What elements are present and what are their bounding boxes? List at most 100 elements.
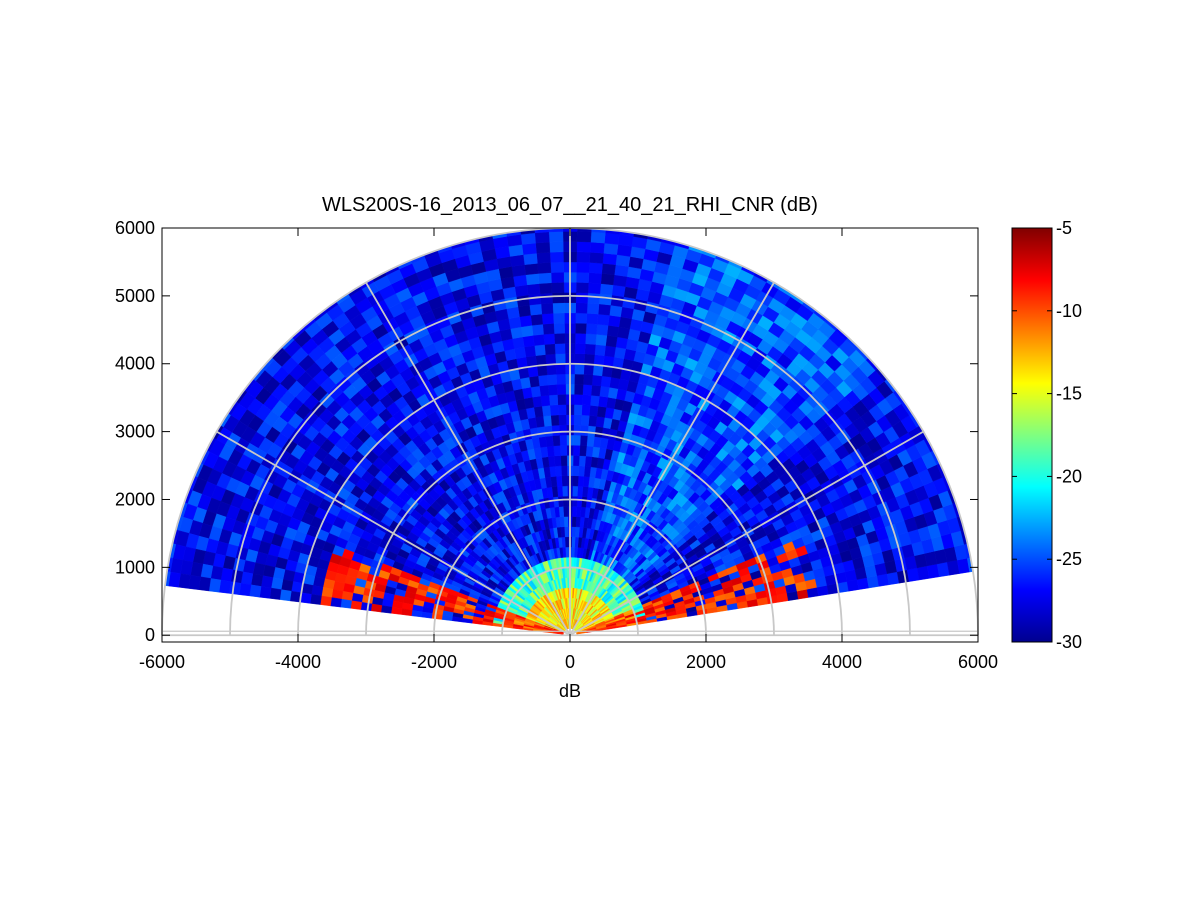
radar-cell — [542, 323, 555, 335]
radar-cell — [545, 353, 557, 366]
radar-cell — [599, 283, 614, 296]
radar-cell — [576, 241, 591, 253]
radar-cell — [581, 404, 591, 416]
radar-cell — [581, 394, 592, 406]
radar-cell — [597, 303, 611, 316]
radar-cell — [574, 332, 587, 345]
y-tick-label: 4000 — [115, 354, 155, 374]
radar-cell — [551, 282, 565, 294]
radar-cell — [614, 264, 629, 277]
colorbar-ticks: -5 -10 -15 -20 -25 -30 — [1012, 218, 1082, 652]
x-tick-label: 0 — [565, 652, 575, 672]
colorbar-tick-label: -20 — [1056, 466, 1082, 486]
radar-cell — [588, 272, 602, 284]
radar-cell — [583, 353, 595, 366]
radar-cell — [527, 293, 542, 306]
radar-cell — [580, 424, 589, 437]
radar-cell — [370, 603, 383, 613]
radar-cell — [592, 364, 604, 377]
radar-cell — [516, 294, 530, 308]
radar-cell — [604, 232, 620, 245]
radar-cell — [609, 304, 623, 318]
radar-cell — [548, 231, 564, 243]
radar-cell — [556, 373, 566, 385]
radar-cell — [578, 465, 586, 477]
y-tick-label: 5000 — [115, 286, 155, 306]
radar-cell — [548, 394, 559, 406]
radar-cell — [585, 333, 597, 345]
radar-cell — [610, 294, 624, 308]
radar-cell — [587, 292, 601, 305]
radar-cell — [321, 587, 334, 598]
radar-cell — [597, 395, 609, 408]
radar-cell — [550, 414, 560, 426]
radar-cell — [575, 302, 588, 314]
radar-cell — [557, 404, 567, 416]
radar-cell — [540, 394, 551, 407]
radar-cell — [280, 579, 294, 592]
colorbar: -5 -10 -15 -20 -25 -30 — [1011, 218, 1082, 652]
radar-cell — [574, 343, 586, 355]
colorbar-gradient — [1011, 227, 1053, 643]
radar-cell — [549, 241, 564, 253]
radar-cell — [558, 424, 567, 436]
radar-cell — [586, 302, 600, 315]
radar-cell — [350, 600, 363, 610]
radar-cell — [604, 345, 616, 358]
radar-cell — [587, 282, 602, 295]
radar-cell — [534, 344, 546, 356]
radar-cell — [309, 594, 322, 605]
radar-cell — [611, 284, 626, 297]
radar-cell — [586, 435, 595, 447]
radar-cell — [340, 598, 352, 609]
radar-cell — [198, 576, 211, 592]
radar-cell — [597, 313, 610, 326]
radar-cell — [543, 333, 555, 345]
radar-cell — [599, 385, 610, 398]
radar-cell — [553, 332, 566, 345]
radar-cell — [592, 436, 602, 448]
radar-cell — [541, 313, 554, 325]
chart-title: WLS200S-16_2013_06_07__21_40_21_RHI_CNR … — [322, 194, 818, 216]
radar-cell — [260, 575, 274, 589]
radar-cell — [573, 404, 583, 416]
radar-cell — [517, 304, 531, 318]
colorbar-tick-label: -25 — [1056, 549, 1082, 569]
colorbar-tick-label: -10 — [1056, 301, 1082, 321]
radar-cell — [544, 343, 556, 355]
radar-cell — [584, 343, 596, 355]
y-tick-label: 6000 — [115, 218, 155, 238]
radar-cell — [582, 476, 590, 488]
radar-cell — [575, 282, 589, 294]
radar-cell — [575, 516, 581, 528]
radar-cell — [575, 506, 582, 518]
radar-cell — [528, 375, 540, 388]
radar-cell — [575, 271, 590, 284]
radar-cell — [605, 335, 618, 348]
radar-cell — [512, 336, 525, 349]
colorbar-tick-label: -30 — [1056, 632, 1082, 652]
radar-cell — [552, 435, 561, 447]
radar-cell — [534, 231, 550, 244]
radar-cell — [239, 582, 252, 597]
radar-cell — [572, 495, 578, 507]
radar-cell — [537, 374, 549, 387]
radar-cell — [532, 334, 545, 346]
radar-cell — [584, 455, 593, 468]
radar-cell — [558, 414, 567, 426]
radar-cell — [573, 414, 582, 426]
radar-cell — [542, 415, 552, 427]
radar-cell — [561, 475, 568, 487]
radar-cell — [589, 394, 600, 407]
radar-cell — [585, 445, 594, 457]
radar-cell — [583, 465, 591, 478]
radar-cell — [576, 496, 583, 508]
radar-cell — [571, 536, 576, 548]
radar-cell — [550, 261, 564, 273]
radar-cell — [552, 312, 565, 324]
radar-cell — [583, 363, 594, 376]
radar-cell — [524, 263, 539, 276]
radar-cell — [551, 292, 565, 304]
spoke-line — [569, 282, 775, 636]
